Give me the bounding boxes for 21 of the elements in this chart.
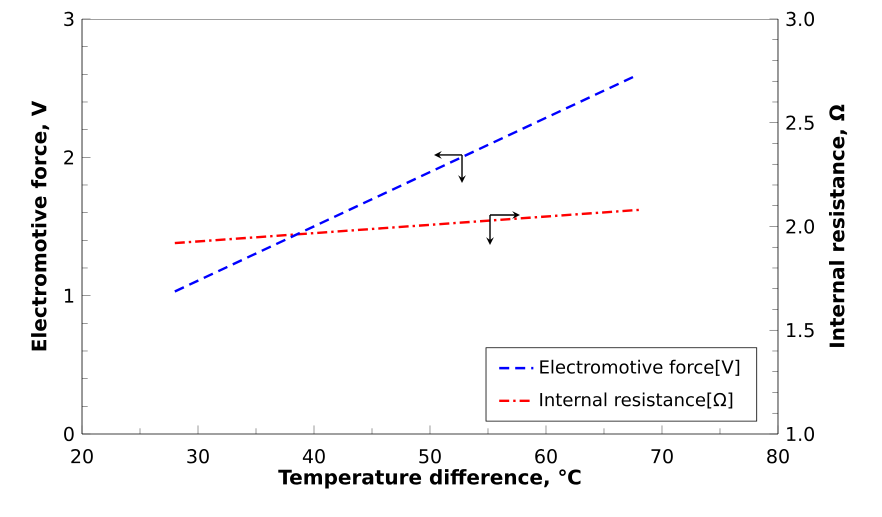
legend-label: Internal resistance[Ω] bbox=[540, 392, 732, 409]
x-tick-label: 70 bbox=[651, 449, 673, 464]
y-axis-title: Electromotive force, V bbox=[31, 100, 50, 350]
y2-tick-label: 1.0 bbox=[787, 426, 814, 442]
x-tick-label: 50 bbox=[419, 449, 441, 464]
x-axis-title: Temperature difference, ℃ bbox=[278, 469, 580, 489]
y2-tick-label: 3.0 bbox=[786, 12, 814, 26]
y-tick-label: 1 bbox=[64, 288, 74, 303]
y2-tick-label: 2.0 bbox=[786, 219, 814, 234]
x-tick-label: 20 bbox=[71, 449, 93, 464]
y2-axis-title: Internal resistance, Ω bbox=[828, 104, 848, 347]
legend-label: Electromotive force[V] bbox=[540, 360, 740, 376]
x-tick-label: 40 bbox=[302, 449, 325, 464]
y-tick-label: 3 bbox=[64, 12, 74, 26]
y-tick-label: 2 bbox=[64, 150, 74, 164]
x-tick-label: 80 bbox=[767, 449, 789, 464]
x-tick-label: 30 bbox=[187, 449, 209, 464]
x-tick-label: 60 bbox=[535, 449, 557, 464]
y2-tick-label: 2.5 bbox=[786, 116, 814, 130]
y2-tick-label: 1.5 bbox=[787, 323, 814, 338]
y-tick-label: 0 bbox=[64, 426, 74, 442]
